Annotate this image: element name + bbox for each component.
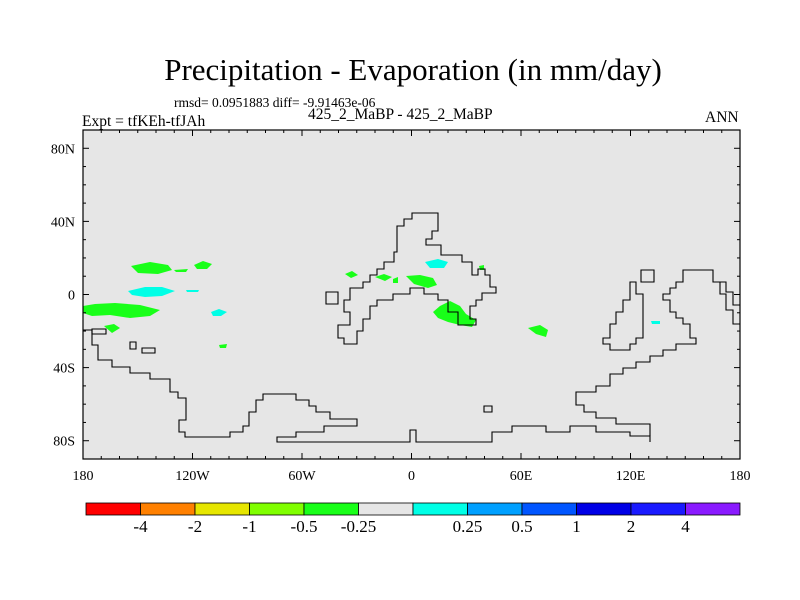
colorbar-box [249,502,305,516]
colorbar-box [521,502,577,516]
y-tick-label: 80N [51,142,75,157]
colorbar-label: -0.5 [291,517,318,536]
anomaly-patches [83,259,660,348]
colorbar-label: 2 [627,517,636,536]
coastlines [83,212,740,443]
coastline [91,328,107,335]
patch-cyan [425,259,448,268]
coastline [713,281,740,325]
patch-cyan [651,321,660,324]
colorbar-label: -4 [133,517,148,536]
patch-cyan [186,290,199,292]
coastline [483,405,493,413]
y-tick-label: 0 [68,289,75,304]
patch-green [174,269,188,272]
y-tick-label: 40N [51,215,75,230]
x-tick-label: 60E [510,469,533,484]
colorbar-box [358,502,414,516]
rmsd-diff-stats: rmsd= 0.0951883 diff= -9.91463e-06 [174,95,376,110]
colorbar-label: 4 [681,517,690,536]
colorbar-box [412,502,468,516]
colorbar-box [194,502,250,516]
coastline [325,291,339,305]
colorbar-box [630,502,686,516]
patch-cyan [211,309,227,316]
patch-green [528,325,548,337]
coastline [602,281,644,351]
season-label: ANN [705,109,739,126]
x-tick-label: 180 [730,469,751,484]
patch-green [406,275,437,288]
colorbar-label: 0.25 [453,517,483,536]
y-axis: 80N 40N 0 40S 80S [51,142,740,450]
patch-green [219,344,227,348]
x-axis: 180 120W 60W 0 60E 120E 180 [73,130,751,484]
colorbar-label: -1 [242,517,256,536]
patch-cyan [128,287,175,297]
plot-title: Precipitation - Evaporation (in mm/day) [164,52,662,87]
coastline [575,269,740,436]
x-tick-label: 60W [288,469,316,484]
colorbar-label: 1 [572,517,581,536]
colorbar: -4 -2 -1 -0.5 -0.25 0.25 0.5 1 2 4 [85,502,741,536]
coastline [83,329,651,443]
colorbar-box [140,502,196,516]
colorbar-label: 0.5 [511,517,532,536]
colorbar-label: -2 [188,517,202,536]
patch-green [104,324,120,333]
x-tick-label: 0 [408,469,415,484]
y-tick-label: 40S [53,362,75,377]
colorbar-box [685,502,741,516]
x-tick-label: 120W [175,469,210,484]
patch-green [433,301,476,327]
colorbar-box [303,502,359,516]
patch-green [375,274,392,281]
coastline [129,341,137,350]
patch-green [345,271,358,278]
coastline [640,269,655,283]
coastline [141,347,156,354]
experiment-label: Expt = tfKEh-tfJAh [82,113,206,130]
coastline [337,212,497,345]
colorbar-box [576,502,632,516]
x-tick-label: 180 [73,469,94,484]
patch-green [393,277,398,283]
x-tick-label: 120E [616,469,646,484]
colorbar-label: -0.25 [341,517,376,536]
case-label: 425_2_MaBP - 425_2_MaBP [308,106,493,123]
patch-green [194,261,212,269]
colorbar-box [467,502,523,516]
patch-green [83,303,160,318]
colorbar-box [85,502,141,516]
y-tick-label: 80S [53,435,75,450]
patch-green [131,262,172,274]
